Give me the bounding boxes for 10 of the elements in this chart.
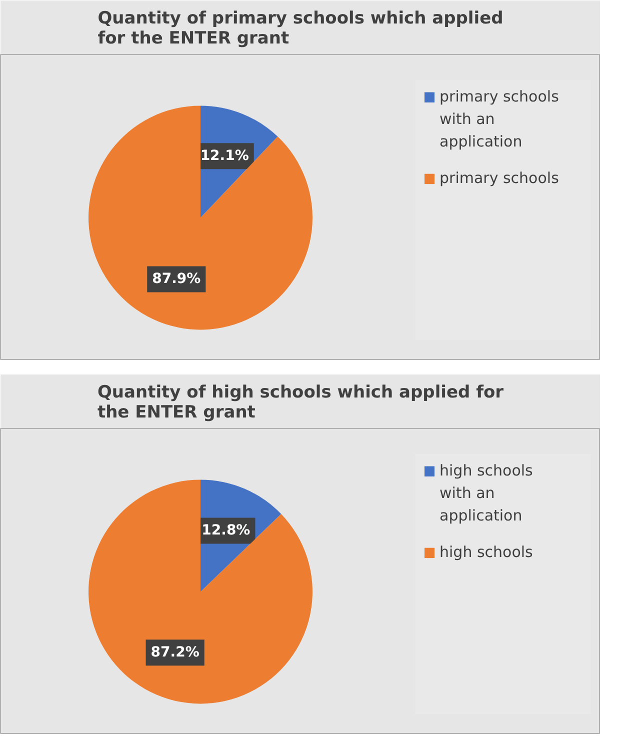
chart-title: Quantity of primary schools which applied for the ENTER grant bbox=[98, 8, 504, 48]
legend-label: high schools with an application bbox=[440, 461, 534, 524]
legend-label: primary schools with an application bbox=[440, 87, 560, 150]
legend-label: primary schools bbox=[440, 168, 560, 187]
legend-label: high schools bbox=[440, 542, 534, 561]
data-label: 87.9% bbox=[152, 271, 201, 288]
data-label: 12.1% bbox=[200, 148, 249, 164]
data-label: 12.8% bbox=[202, 522, 250, 539]
chart-title: Quantity of high schools which applied for the ENTER grant bbox=[97, 382, 504, 422]
data-label: 87.2% bbox=[150, 644, 200, 661]
